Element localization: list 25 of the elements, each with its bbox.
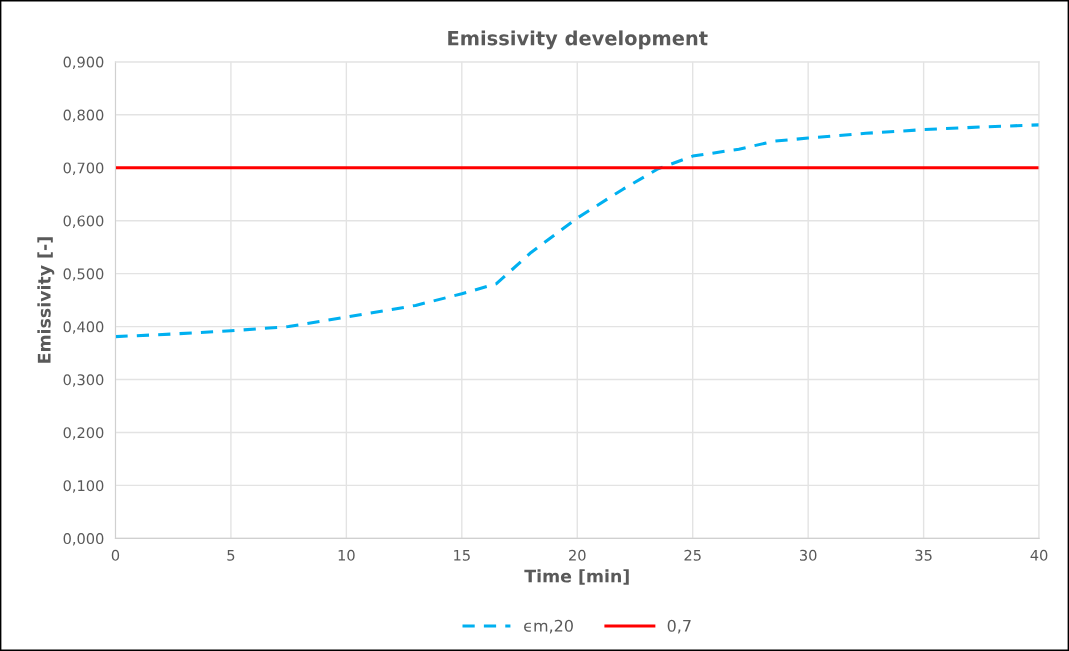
x-tick-label: 30 — [800, 549, 817, 561]
y-tick-label: 0,800 — [63, 109, 104, 123]
y-tick-label: 0,200 — [63, 427, 104, 440]
y-tick-label: 0,300 — [63, 374, 104, 387]
y-tick-label: 0,900 — [63, 56, 104, 70]
line-series — [115, 123, 1040, 339]
x-tick-label: 0 — [111, 549, 120, 561]
legend-label: 0,7 — [667, 619, 691, 634]
x-tick-label: 10 — [338, 549, 355, 561]
y-tick-label: 0,700 — [63, 162, 104, 175]
x-tick-label: 25 — [684, 549, 701, 561]
x-tick-label: 20 — [569, 549, 586, 561]
x-tick-label: 40 — [1030, 549, 1048, 561]
legend-label: ϵm,20 — [524, 619, 573, 634]
y-tick-label: 0,600 — [63, 215, 104, 228]
x-tick-label: 35 — [915, 549, 932, 561]
chart-title: Emissivity development — [448, 30, 708, 50]
y-tick-label: 0,000 — [63, 533, 104, 546]
x-tick-label: 5 — [227, 549, 235, 561]
y-tick-label: 0,400 — [63, 321, 104, 334]
x-tick-label: 15 — [454, 549, 470, 561]
y-axis-title: Emissivity [-] — [37, 237, 55, 363]
y-tick-label: 0,100 — [63, 480, 104, 493]
y-tick-label: 0,500 — [63, 268, 104, 281]
x-axis-title: Time [min] — [524, 569, 629, 585]
